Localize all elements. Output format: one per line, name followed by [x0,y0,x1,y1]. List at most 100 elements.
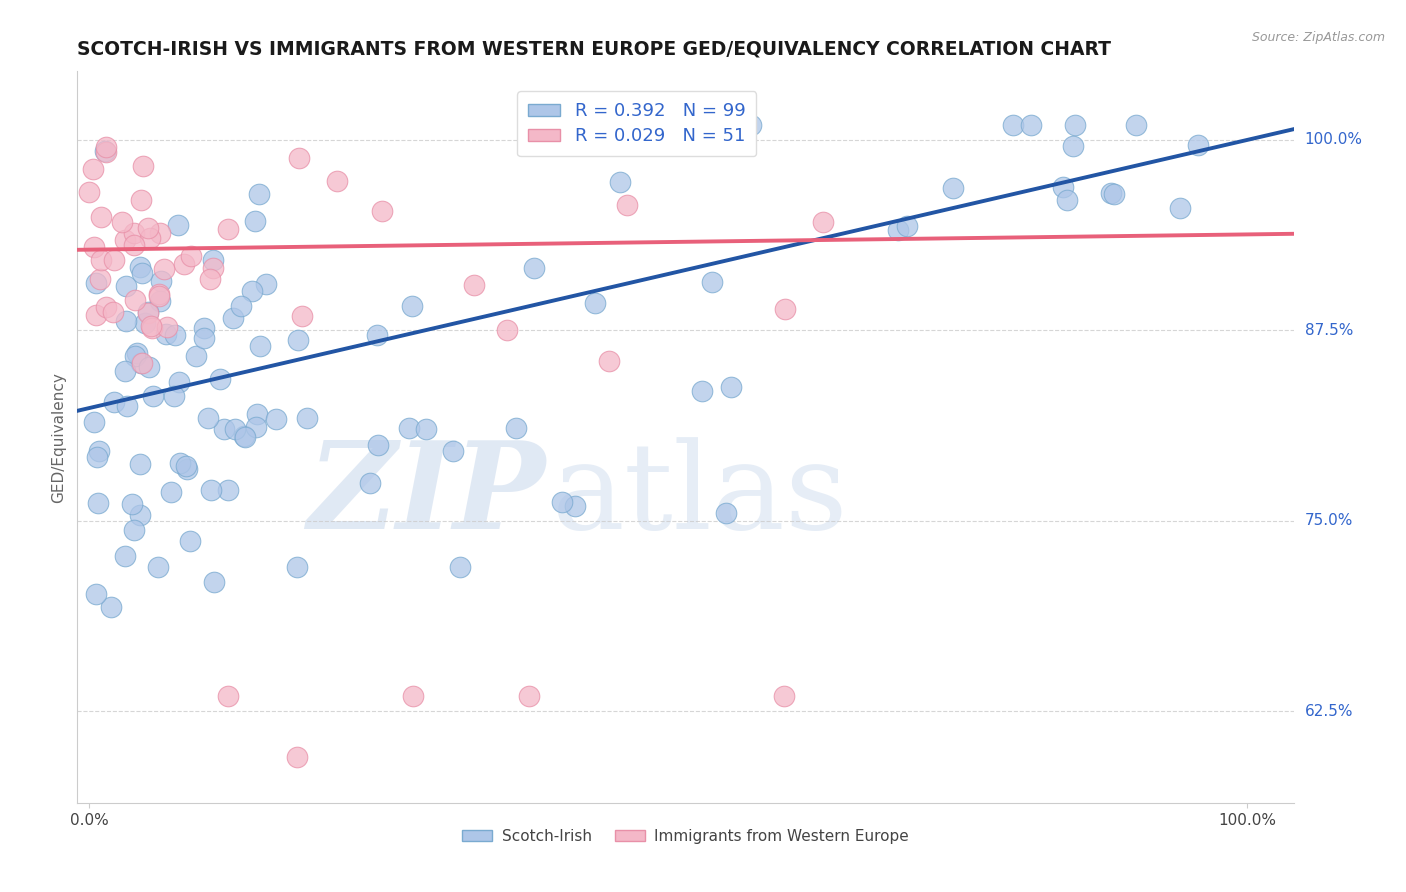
Point [240,284,263,298]
Point [202,260,225,275]
Point [233,429,256,443]
Text: ZIP: ZIP [308,436,546,555]
Text: atlas: atlas [551,437,848,554]
Point [129,193,152,207]
Point [245,407,267,421]
Point [402,689,425,703]
Point [690,384,713,399]
Point [523,260,546,275]
Point [156,319,179,334]
Point [517,689,540,703]
Point [131,356,153,370]
Text: Source: ZipAtlas.com: Source: ZipAtlas.com [1251,31,1385,45]
Point [94,145,117,159]
Point [1187,137,1209,152]
Point [773,689,796,703]
Point [159,484,181,499]
Point [1056,193,1078,207]
Point [83,240,105,254]
Text: 100.0%: 100.0% [1305,132,1362,147]
Point [245,420,267,434]
Point [129,457,152,471]
Point [496,323,519,337]
Point [100,599,122,614]
Point [287,750,309,764]
Point [519,118,541,132]
Point [200,483,222,498]
Point [174,458,197,473]
Point [124,349,146,363]
Point [235,430,257,444]
Point [82,161,104,176]
Point [103,253,125,268]
Point [366,327,388,342]
Y-axis label: GED/Equivalency: GED/Equivalency [51,372,66,502]
Point [214,422,236,436]
Point [326,174,349,188]
Point [740,118,762,132]
Point [720,379,742,393]
Point [1099,186,1122,200]
Text: 75.0%: 75.0% [1305,514,1353,528]
Point [124,293,146,307]
Point [163,389,186,403]
Point [115,399,138,413]
Point [103,394,125,409]
Point [1021,118,1043,132]
Point [264,411,287,425]
Point [179,533,201,548]
Point [287,559,309,574]
Point [124,523,146,537]
Point [714,506,737,520]
Point [598,354,620,368]
Point [208,372,231,386]
Point [167,375,190,389]
Point [87,496,110,510]
Point [200,272,222,286]
Point [94,300,117,314]
Point [811,215,834,229]
Point [94,145,117,159]
Point [249,338,271,352]
Point [167,218,190,232]
Point [131,356,153,370]
Point [616,198,638,212]
Point [886,222,908,236]
Point [401,299,423,313]
Point [288,152,311,166]
Point [134,316,156,330]
Point [122,238,145,252]
Point [149,275,172,289]
Point [136,305,159,319]
Point [114,549,136,563]
Point [127,346,149,360]
Point [138,360,160,375]
Point [141,321,163,335]
Point [114,279,136,293]
Point [138,305,160,319]
Point [1063,118,1085,132]
Point [217,483,239,498]
Point [551,495,574,509]
Point [176,462,198,476]
Point [222,311,245,326]
Point [131,266,153,280]
Point [463,278,485,293]
Point [184,349,207,363]
Point [202,574,225,589]
Point [942,180,965,194]
Point [180,249,202,263]
Point [153,262,176,277]
Point [90,253,112,268]
Point [114,363,136,377]
Point [295,411,318,425]
Point [103,305,125,319]
Point [129,508,152,522]
Point [148,289,170,303]
Point [224,421,246,435]
Legend: Scotch-Irish, Immigrants from Western Europe: Scotch-Irish, Immigrants from Western Eu… [456,822,915,850]
Point [136,221,159,235]
Point [114,233,136,247]
Point [155,326,177,341]
Point [700,275,723,289]
